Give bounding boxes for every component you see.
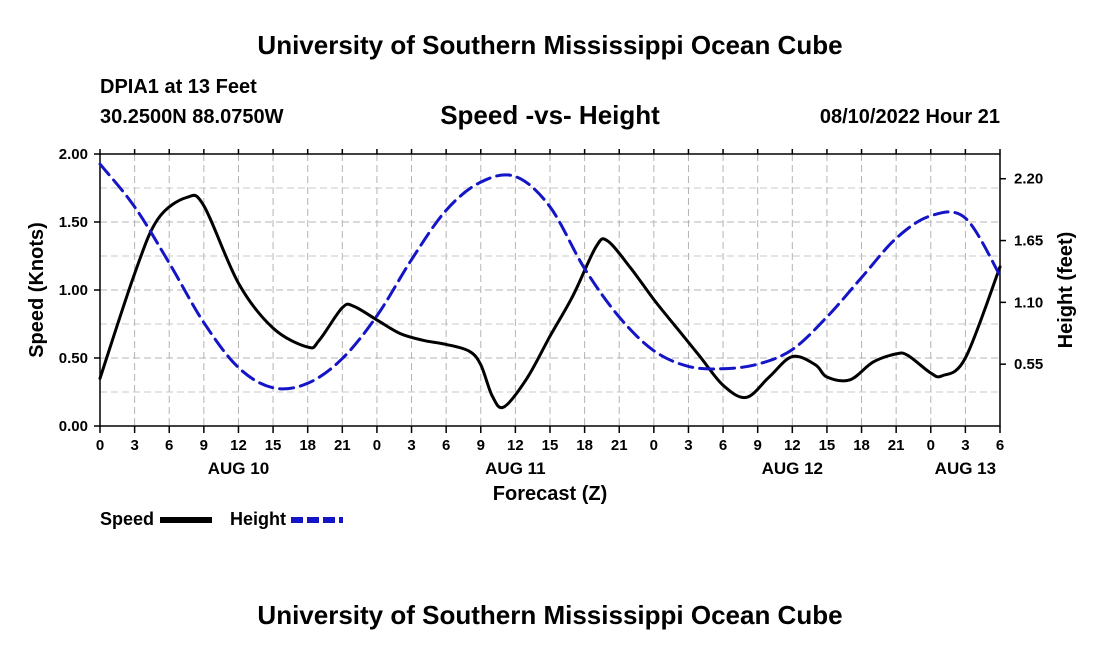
- x-tick-label: 15: [542, 437, 559, 454]
- x-tick-label: 3: [684, 437, 692, 454]
- x-tick-label: 21: [888, 437, 905, 454]
- y2-tick-label: 0.55: [1014, 356, 1043, 373]
- y2-tick-label: 2.20: [1014, 171, 1043, 188]
- y-axis-title: Speed (Knots): [26, 222, 48, 358]
- x-day-label: AUG 11: [485, 459, 545, 478]
- station-coordinates: 30.2500N 88.0750W: [100, 106, 284, 128]
- station-name: DPIA1 at 13 Feet: [100, 76, 257, 98]
- x-tick-label: 0: [927, 437, 935, 454]
- x-tick-label: 9: [477, 437, 485, 454]
- x-tick-label: 15: [819, 437, 836, 454]
- x-tick-label: 0: [96, 437, 104, 454]
- y-tick-label: 2.00: [59, 146, 88, 163]
- x-tick-label: 21: [334, 437, 351, 454]
- x-tick-label: 6: [996, 437, 1004, 454]
- legend-height-label: Height: [230, 509, 286, 529]
- x-tick-label: 6: [719, 437, 727, 454]
- y-tick-label: 1.00: [59, 282, 88, 299]
- y-tick-label: 0.50: [59, 350, 88, 367]
- x-day-label: AUG 13: [935, 459, 996, 478]
- forecast-datetime: 08/10/2022 Hour 21: [819, 106, 1000, 128]
- x-tick-label: 6: [442, 437, 450, 454]
- x-axis-title: Forecast (Z): [493, 483, 607, 505]
- x-tick-label: 12: [784, 437, 801, 454]
- y2-axis-title: Height (feet): [1055, 232, 1077, 349]
- y-tick-label: 1.50: [59, 214, 88, 231]
- x-tick-label: 3: [961, 437, 969, 454]
- footer-title: University of Southern Mississippi Ocean…: [257, 600, 843, 630]
- x-tick-label: 6: [165, 437, 173, 454]
- y2-tick-label: 1.10: [1014, 294, 1043, 311]
- chart-title: University of Southern Mississippi Ocean…: [257, 30, 843, 60]
- chart-subtitle: Speed -vs- Height: [440, 100, 660, 130]
- legend-speed-label: Speed: [100, 509, 155, 529]
- x-tick-label: 15: [265, 437, 282, 454]
- x-day-label: AUG 12: [762, 459, 823, 478]
- x-tick-label: 18: [853, 437, 870, 454]
- x-tick-label: 21: [611, 437, 628, 454]
- x-tick-label: 0: [650, 437, 658, 454]
- x-tick-label: 9: [200, 437, 208, 454]
- x-tick-label: 3: [130, 437, 138, 454]
- y-tick-label: 0.00: [59, 418, 88, 435]
- y2-tick-label: 1.65: [1014, 233, 1043, 250]
- x-tick-label: 18: [576, 437, 593, 454]
- x-day-label: AUG 10: [208, 459, 269, 478]
- x-tick-label: 12: [230, 437, 247, 454]
- x-tick-label: 18: [299, 437, 316, 454]
- x-tick-label: 9: [754, 437, 762, 454]
- series-line-height: [98, 162, 1002, 391]
- x-tick-label: 12: [507, 437, 524, 454]
- x-tick-label: 0: [373, 437, 381, 454]
- x-tick-label: 3: [407, 437, 415, 454]
- series-line-speed: [98, 193, 1002, 410]
